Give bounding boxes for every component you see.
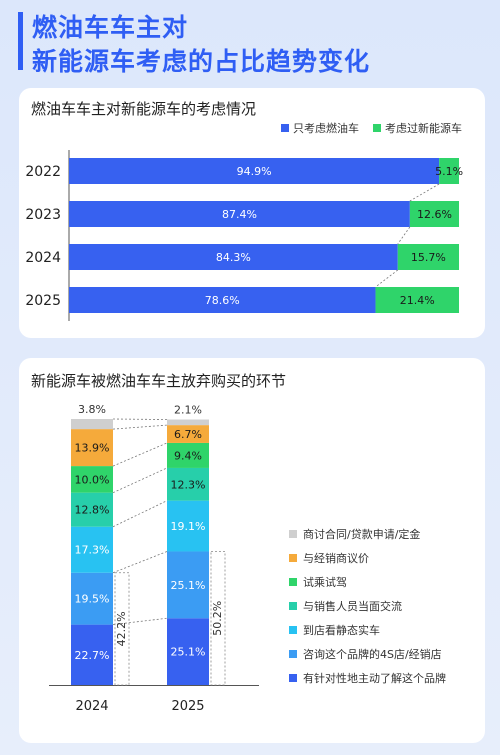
value-label-2025-s1: 25.1% bbox=[171, 646, 206, 659]
bar-2024-s1 bbox=[71, 624, 113, 685]
bar-2025-s4 bbox=[167, 467, 209, 501]
legend-label-s1: 有针对性地主动了解这个品牌 bbox=[303, 671, 446, 685]
annotation-bracket-2025 bbox=[210, 551, 226, 686]
value-label-2023-s1: 87.4% bbox=[222, 208, 257, 221]
segment-connector-1 bbox=[112, 617, 168, 626]
bar-2024-s1 bbox=[69, 244, 398, 270]
chart2-title: 新能源车被燃油车车主放弃购买的环节 bbox=[31, 372, 287, 390]
value-label-2025-s2: 21.4% bbox=[400, 294, 435, 307]
consideration-chart: 只考虑燃油车 考虑过新能源车 2022 94.9% 5.1% 2023 87.4% 12.6%… bbox=[25, 121, 463, 321]
legend-label-s5: 试乘试驾 bbox=[303, 576, 347, 589]
legend-swatch-2 bbox=[373, 124, 381, 132]
bar-2023-s2 bbox=[409, 201, 459, 227]
bar-2025-s1 bbox=[69, 287, 376, 313]
legend-label-s6: 与经销商议价 bbox=[303, 551, 369, 565]
year-label-2025: 2025 bbox=[25, 293, 61, 309]
segment-connector-2 bbox=[112, 551, 168, 574]
chart1-title: 燃油车车主对新能源车的考虑情况 bbox=[31, 100, 257, 118]
value-label-2025-s6: 6.7% bbox=[174, 428, 202, 441]
value-label-2023-s2: 12.6% bbox=[417, 208, 452, 221]
legend-label-1: 只考虑燃油车 bbox=[293, 121, 359, 135]
value-label-2025-s2: 25.1% bbox=[171, 579, 206, 592]
bar-2025-s1 bbox=[167, 618, 209, 685]
bar-2025-s2 bbox=[375, 287, 459, 313]
page-title-line-1: 燃油车车主对 bbox=[32, 13, 189, 42]
bar-2025-s3 bbox=[167, 500, 209, 552]
year-label-2024: 2024 bbox=[25, 250, 61, 266]
value-label-2025-s5: 9.4% bbox=[174, 449, 202, 462]
value-label-2024-s4: 12.8% bbox=[75, 504, 110, 517]
year-label-2022: 2022 bbox=[25, 164, 61, 180]
legend-swatch-s2 bbox=[289, 650, 297, 658]
boundary-connector-2 bbox=[397, 226, 411, 245]
value-label-2024-s1: 22.7% bbox=[75, 649, 110, 662]
bar-2024-s3 bbox=[71, 526, 113, 573]
bar-2023-s1 bbox=[69, 201, 410, 227]
segment-connector-5 bbox=[112, 442, 168, 467]
title-accent-bar bbox=[18, 12, 23, 70]
boundary-connector-3 bbox=[375, 269, 399, 288]
bar-2025-s6 bbox=[167, 425, 209, 443]
bar-2024-s2 bbox=[397, 244, 459, 270]
value-label-2025-s7: 2.1% bbox=[174, 404, 202, 417]
legend-label-s7: 商讨合同/贷款申请/定金 bbox=[303, 527, 420, 541]
bar-2022-s1 bbox=[69, 158, 440, 184]
value-label-2022-s1: 94.9% bbox=[237, 165, 272, 178]
legend-swatch-s6 bbox=[289, 554, 297, 562]
bar-2024-s6 bbox=[71, 429, 113, 467]
bar-2024-s5 bbox=[71, 466, 113, 493]
bar-2025-s7 bbox=[167, 419, 209, 426]
legend-label-s4: 与销售人员当面交流 bbox=[303, 599, 402, 613]
value-label-2024-s7: 3.8% bbox=[78, 403, 106, 416]
year-label-2023: 2023 bbox=[25, 207, 61, 223]
value-label-2022-s2: 5.1% bbox=[435, 165, 463, 178]
page-title-line-2: 新能源车考虑的占比趋势变化 bbox=[32, 47, 371, 76]
category-label-2024: 2024 bbox=[75, 699, 108, 714]
segment-connector-4 bbox=[112, 467, 168, 494]
abandon-stage-chart: 22.7% 19.5% 17.3% 12.8% 10.0% 13.9% 3.8% 2024 25… bbox=[49, 403, 446, 714]
bar-2025-s5 bbox=[167, 442, 209, 468]
bar-2025-s2 bbox=[167, 551, 209, 619]
bar-2024-s4 bbox=[71, 492, 113, 527]
segment-connector-3 bbox=[112, 500, 168, 528]
legend-swatch-s4 bbox=[289, 602, 297, 610]
value-label-2025-s3: 19.1% bbox=[171, 520, 206, 533]
legend-label-s2: 咨询这个品牌的4S店/经销店 bbox=[303, 647, 442, 661]
category-label-2025: 2025 bbox=[171, 699, 204, 714]
legend-swatch-1 bbox=[281, 124, 289, 132]
legend-swatch-s5 bbox=[289, 578, 297, 586]
legend-swatch-s7 bbox=[289, 530, 297, 538]
bar-2024-s2 bbox=[71, 572, 113, 625]
segment-connector-7 bbox=[112, 418, 168, 420]
consideration-chart-card: 燃油车车主对新能源车的考虑情况 只考虑燃油车 考虑过新能源车 2022 94.9% 5.… bbox=[19, 88, 485, 338]
legend-swatch-s1 bbox=[289, 674, 297, 682]
bar-2022-s2 bbox=[439, 158, 459, 184]
value-label-2024-s3: 17.3% bbox=[75, 544, 110, 557]
annotation-bracket-2024 bbox=[114, 572, 130, 686]
annotation-label-2024: 42.2% bbox=[115, 611, 128, 646]
segment-connector-6 bbox=[112, 424, 168, 430]
boundary-connector-1 bbox=[409, 183, 440, 202]
value-label-2024-s2: 19.5% bbox=[75, 593, 110, 606]
value-label-2025-s4: 12.3% bbox=[171, 478, 206, 491]
legend-label-2: 考虑过新能源车 bbox=[385, 121, 462, 135]
abandon-stage-chart-card: 新能源车被燃油车车主放弃购买的环节 22.7% 19.5% 17.3% 12.8% 10… bbox=[19, 358, 485, 743]
annotation-label-2025: 50.2% bbox=[211, 601, 224, 636]
bar-2024-s7 bbox=[71, 419, 113, 430]
legend-label-s3: 到店看静态实车 bbox=[303, 623, 380, 637]
value-label-2024-s1: 84.3% bbox=[216, 251, 251, 264]
legend-swatch-s3 bbox=[289, 626, 297, 634]
value-label-2024-s2: 15.7% bbox=[411, 251, 446, 264]
value-label-2024-s6: 13.9% bbox=[75, 442, 110, 455]
value-label-2024-s5: 10.0% bbox=[75, 473, 110, 486]
value-label-2025-s1: 78.6% bbox=[205, 294, 240, 307]
